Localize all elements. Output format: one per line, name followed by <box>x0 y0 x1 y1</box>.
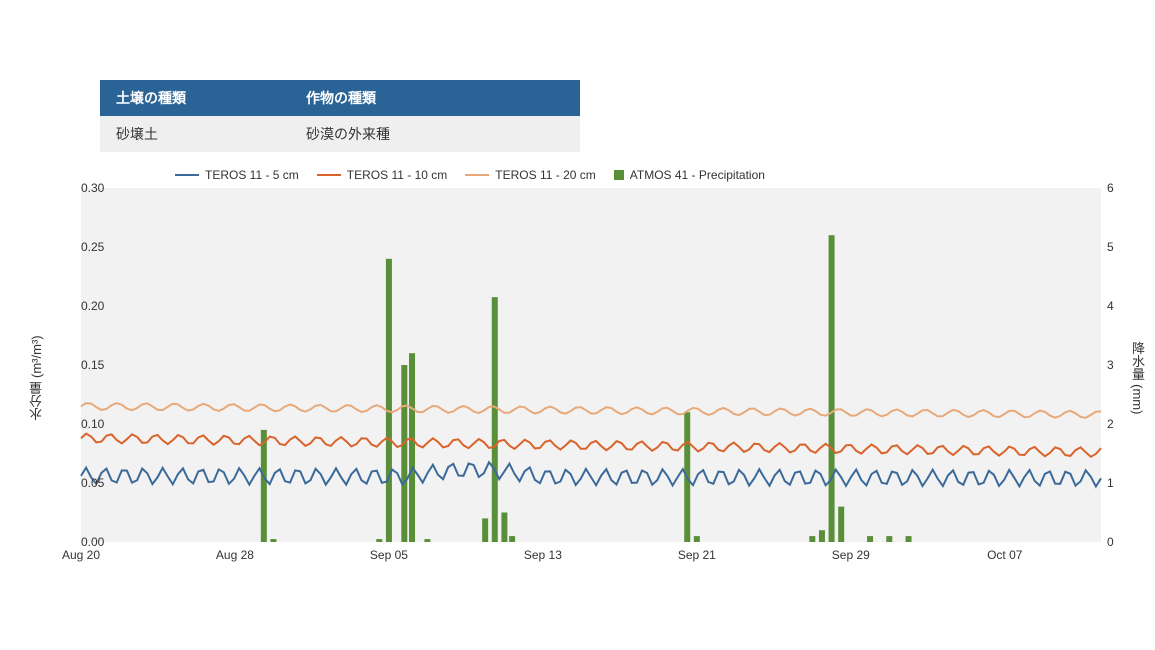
legend-swatch <box>175 174 199 176</box>
precip-bar <box>867 536 873 542</box>
precip-bar <box>401 365 407 542</box>
teros10-line <box>81 434 1101 457</box>
y-left-axis-label: 水分量 (m³/m³) <box>27 335 46 420</box>
precip-bar <box>886 536 892 542</box>
precip-bar <box>376 539 382 542</box>
legend-label: ATMOS 41 - Precipitation <box>630 168 765 182</box>
chart-legend: TEROS 11 - 5 cm TEROS 11 - 10 cm TEROS 11 … <box>175 168 765 182</box>
y-right-tick-label: 5 <box>1107 240 1114 254</box>
precip-bar <box>809 536 815 542</box>
crop-type-value: 砂漠の外来種 <box>290 116 580 152</box>
y-right-axis-label: 降水量 (mm) <box>1128 342 1147 415</box>
legend-label: TEROS 11 - 5 cm <box>205 168 299 182</box>
chart-svg <box>75 188 1101 542</box>
legend-item: ATMOS 41 - Precipitation <box>614 168 765 182</box>
teros20-line <box>81 403 1101 418</box>
precip-bar <box>261 430 267 542</box>
chart-area: 水分量 (m³/m³) 降水量 (mm) 0.000.050.100.150.2… <box>75 188 1105 568</box>
y-right-tick-label: 6 <box>1107 181 1114 195</box>
precip-bar <box>424 539 430 542</box>
y-right-tick-label: 4 <box>1107 299 1114 313</box>
x-tick-label: Aug 20 <box>62 548 100 562</box>
x-tick-label: Sep 05 <box>370 548 408 562</box>
x-tick-label: Sep 21 <box>678 548 716 562</box>
legend-swatch <box>465 174 489 176</box>
legend-label: TEROS 11 - 10 cm <box>347 168 447 182</box>
legend-label: TEROS 11 - 20 cm <box>495 168 595 182</box>
legend-swatch <box>614 170 624 180</box>
legend-item: TEROS 11 - 20 cm <box>465 168 595 182</box>
precip-bar <box>829 235 835 542</box>
legend-swatch <box>317 174 341 176</box>
teros5-line <box>81 462 1101 486</box>
precip-bar <box>501 513 507 543</box>
precip-bar <box>386 259 392 542</box>
precip-bar <box>819 530 825 542</box>
x-tick-label: Aug 28 <box>216 548 254 562</box>
y-right-tick-label: 1 <box>1107 476 1114 490</box>
precip-bar <box>409 353 415 542</box>
y-right-tick-label: 0 <box>1107 535 1114 549</box>
precip-bar <box>509 536 515 542</box>
x-tick-label: Sep 13 <box>524 548 562 562</box>
info-table: 土壌の種類 作物の種類 砂壌土 砂漠の外来種 <box>100 80 580 152</box>
precip-bar <box>694 536 700 542</box>
precip-bar <box>838 507 844 542</box>
x-tick-label: Oct 07 <box>987 548 1022 562</box>
legend-item: TEROS 11 - 10 cm <box>317 168 447 182</box>
precip-bar <box>906 536 912 542</box>
y-right-tick-label: 2 <box>1107 417 1114 431</box>
legend-item: TEROS 11 - 5 cm <box>175 168 299 182</box>
soil-type-header: 土壌の種類 <box>100 80 290 116</box>
x-tick-label: Sep 29 <box>832 548 870 562</box>
precip-bar <box>492 297 498 542</box>
precip-bar <box>270 539 276 542</box>
crop-type-header: 作物の種類 <box>290 80 580 116</box>
soil-type-value: 砂壌土 <box>100 116 290 152</box>
y-right-tick-label: 3 <box>1107 358 1114 372</box>
precip-bar <box>482 518 488 542</box>
